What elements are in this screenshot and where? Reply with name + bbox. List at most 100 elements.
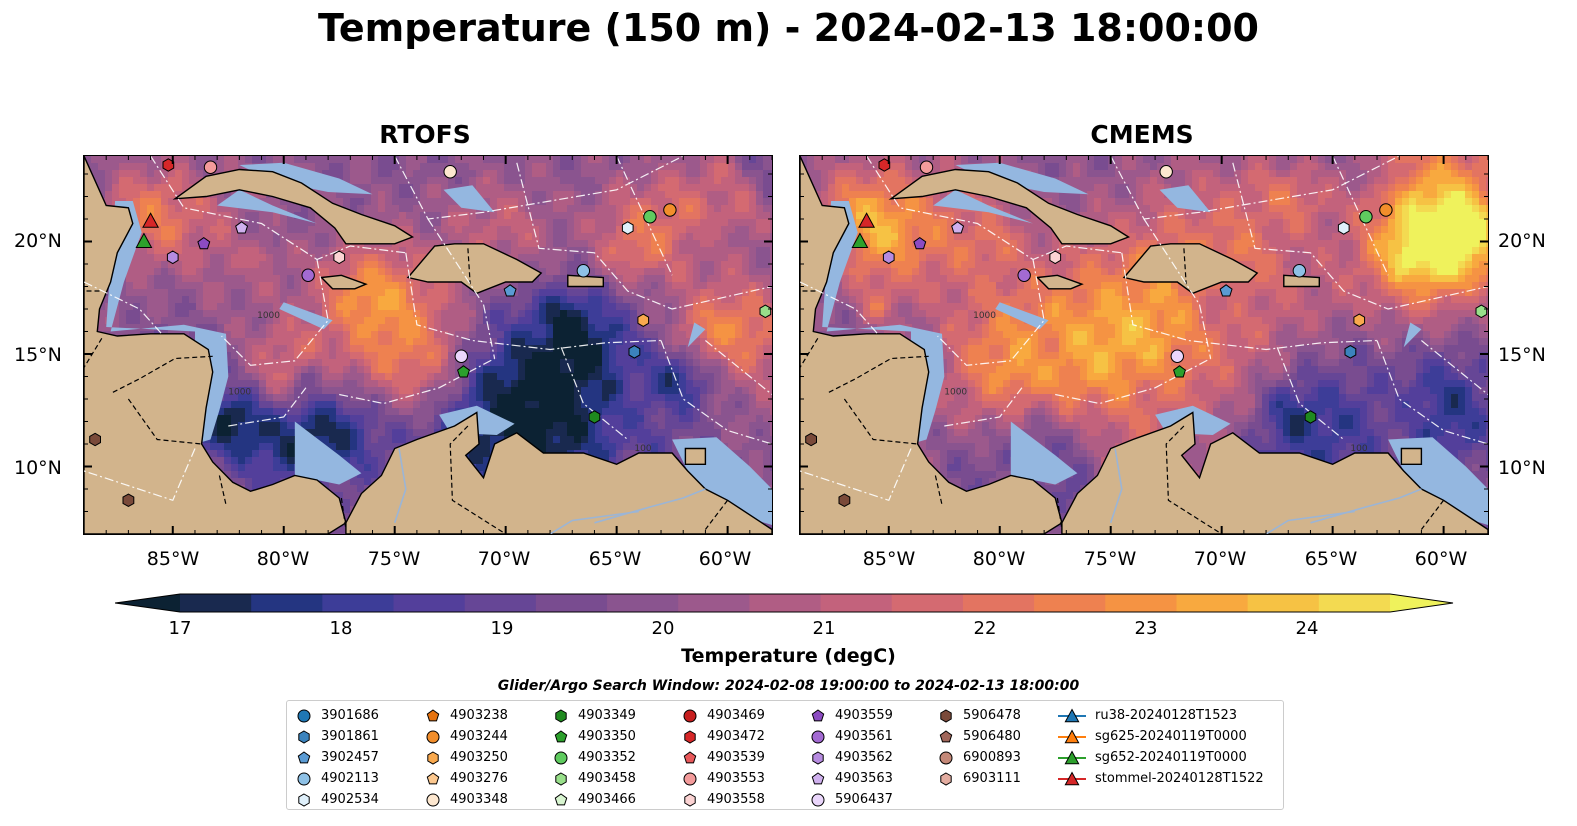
legend-triangle-icon (1064, 749, 1080, 764)
land-mass (1061, 411, 1488, 534)
eez-boundary (800, 448, 912, 502)
land-mass (172, 168, 415, 245)
legend-marker-icon (811, 708, 825, 721)
legend-entry: 3902457 (295, 747, 379, 768)
eez-boundary (1143, 218, 1212, 359)
float-marker-4903466 (1173, 365, 1186, 378)
colorbar-outline (115, 593, 1454, 613)
legend-entry: ru38-20240128T1523 (1057, 705, 1264, 726)
country-border (218, 475, 227, 505)
legend-entry: 4903244 (424, 726, 508, 747)
legend-label: 4903559 (835, 708, 893, 723)
float-marker-4903244 (1379, 203, 1393, 217)
legend-hexagon-icon (427, 750, 439, 765)
legend-marker-icon (811, 771, 825, 784)
float-marker-6903111 (122, 493, 135, 507)
legend-marker-icon (426, 793, 440, 806)
legend-entry: 4903539 (681, 747, 765, 768)
legend-marker-icon (554, 792, 568, 805)
legend-circle-icon (811, 730, 825, 743)
land-mass (84, 156, 347, 534)
legend-marker-icon (555, 708, 567, 723)
legend-circle-icon (939, 751, 953, 764)
legend-label: 3902457 (321, 750, 379, 765)
lon-label-60w-left: 60°W (698, 548, 752, 570)
float-marker-stommel (858, 212, 876, 228)
colorbar-segment (820, 594, 893, 612)
legend-marker-icon (427, 750, 439, 765)
legend-circle-icon (683, 772, 697, 785)
legend-entry: 5906478 (937, 705, 1021, 726)
legend-label: 4903350 (578, 729, 636, 744)
legend-entry: 4903559 (809, 705, 893, 726)
contour-label: 1000 (257, 311, 280, 321)
legend-label: 3901686 (321, 708, 379, 723)
legend-entry: 6903111 (937, 768, 1021, 789)
shelf-area (955, 162, 1089, 195)
colorbar-segment (1034, 594, 1106, 612)
shelf-area (239, 162, 373, 195)
river (1265, 510, 1355, 534)
lon-label-65w-left: 65°W (588, 548, 642, 570)
legend-entry: 4903349 (552, 705, 636, 726)
legend-entry: 4903472 (681, 726, 765, 747)
land-mass (406, 243, 543, 295)
legend-entry: 3901861 (295, 726, 379, 747)
legend-label: 4902534 (321, 792, 379, 807)
legend-pentagon-icon (683, 750, 697, 763)
lat-label-10n-right: 10°N (1498, 457, 1546, 479)
float-marker-4902113 (576, 264, 591, 278)
legend-marker-icon (298, 792, 310, 807)
legend-entry: 4903250 (424, 747, 508, 768)
country-border (843, 398, 918, 445)
float-marker-4902534 (621, 221, 634, 235)
legend-entry: sg625-20240119T0000 (1057, 726, 1264, 747)
legend-marker-icon (939, 751, 953, 764)
legend-label: 4903466 (578, 792, 636, 807)
legend-label: 4903561 (835, 729, 893, 744)
legend-marker-icon (297, 709, 311, 722)
eez-boundary (339, 357, 495, 405)
legend-label: 6903111 (963, 771, 1021, 786)
colorbar-segment (1105, 594, 1177, 612)
legend-label: 4903348 (450, 792, 508, 807)
land-mass (1035, 274, 1084, 290)
legend-entry: 4903558 (681, 789, 765, 810)
colorbar-tick-23: 23 (1134, 618, 1158, 639)
lon-label-60w-right: 60°W (1414, 548, 1468, 570)
eez-boundary (221, 259, 329, 366)
legend-entry: 4903553 (681, 768, 765, 789)
legend-circle-icon (426, 793, 440, 806)
eez-boundary (150, 156, 406, 261)
river (1310, 488, 1422, 524)
colorbar-segment (464, 594, 537, 612)
eez-boundary (228, 387, 307, 427)
legend-entry: stommel-20240128T1522 (1057, 768, 1264, 789)
legend-label: sg625-20240119T0000 (1095, 729, 1247, 744)
search-window-caption: Glider/Argo Search Window: 2024-02-08 19… (497, 678, 1080, 694)
legend-entry: 3901686 (295, 705, 379, 726)
legend-marker-icon (426, 708, 440, 721)
legend-circle-icon (554, 751, 568, 764)
float-marker-5906437 (454, 349, 468, 363)
legend-triangle-icon (1064, 770, 1080, 785)
legend-marker-icon (683, 772, 697, 785)
legend-entry: 4903352 (552, 747, 636, 768)
eez-boundary (944, 387, 1023, 427)
colorbar-tick-20: 20 (651, 618, 675, 639)
legend-entry: 4903348 (424, 789, 508, 810)
legend-marker-icon (554, 751, 568, 764)
legend-label: 4903539 (707, 750, 765, 765)
float-marker-3902457 (1219, 284, 1233, 297)
country-border (1420, 499, 1445, 530)
float-marker-4903563 (951, 221, 965, 234)
land-mass (800, 156, 1063, 534)
contour-label: 1000 (228, 388, 251, 398)
eez-boundary (560, 347, 629, 440)
float-marker-4903561 (301, 268, 315, 282)
map-panel-rtofs: 1000 1000 100 (83, 155, 773, 535)
colorbar-segment (180, 594, 252, 612)
float-marker-4903350 (135, 232, 153, 248)
float-marker-4903348 (1159, 165, 1173, 179)
shelf-area (687, 322, 706, 348)
